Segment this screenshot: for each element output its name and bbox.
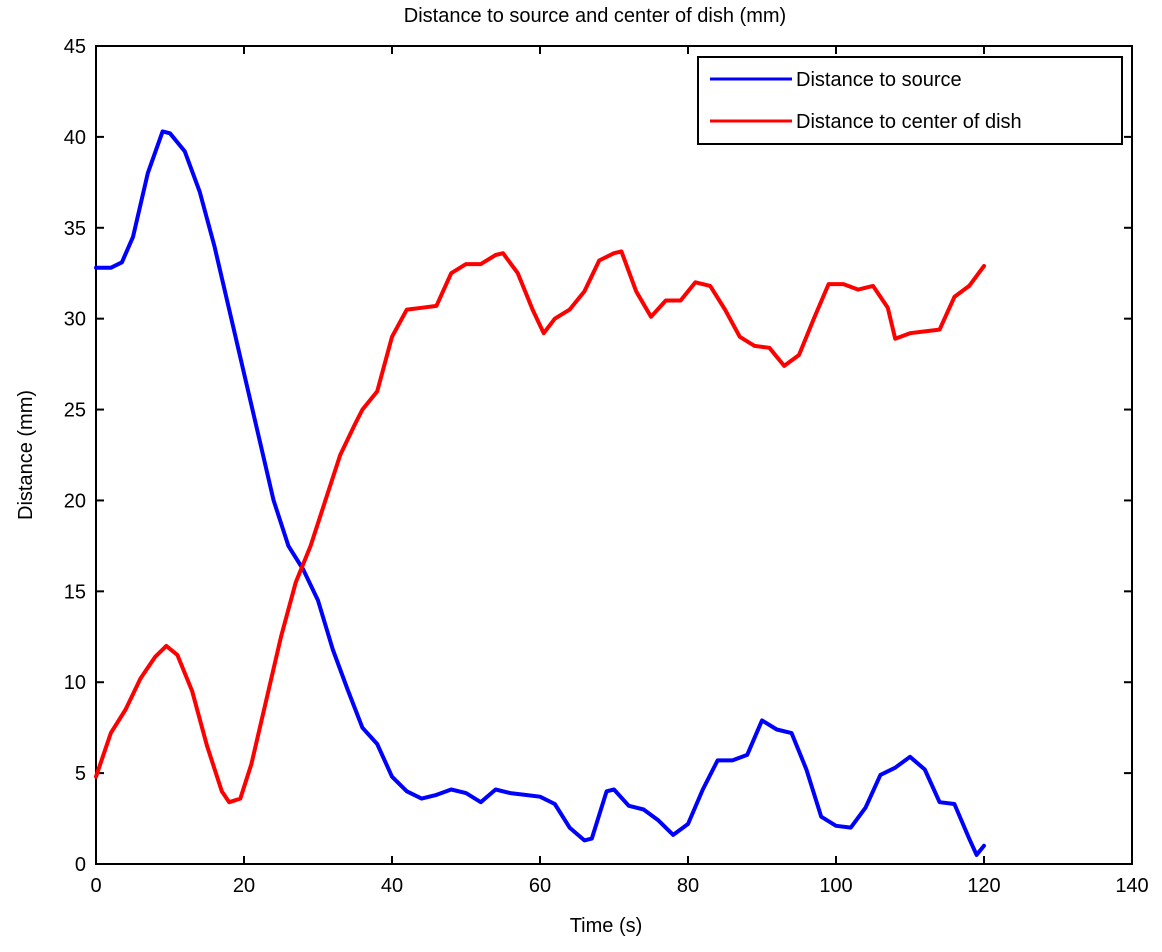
- legend-label-distance-to-center-of-dish: Distance to center of dish: [796, 111, 1022, 133]
- y-axis-label: Distance (mm): [15, 390, 37, 520]
- y-tick-label: 5: [75, 763, 86, 785]
- legend: Distance to source Distance to center of…: [697, 56, 1123, 145]
- x-axis-label: Time (s): [570, 915, 643, 937]
- y-tick-label: 35: [64, 218, 86, 240]
- x-tick-label: 20: [233, 875, 255, 897]
- x-tick-label: 100: [819, 875, 852, 897]
- x-tick-label: 120: [967, 875, 1000, 897]
- y-tick-label: 30: [64, 309, 86, 331]
- legend-label-distance-to-source: Distance to source: [796, 69, 962, 91]
- chart-title: Distance to source and center of dish (m…: [404, 5, 786, 27]
- y-tick-label: 40: [64, 127, 86, 149]
- x-tick-label: 40: [381, 875, 403, 897]
- x-tick-label: 60: [529, 875, 551, 897]
- y-tick-label: 20: [64, 490, 86, 512]
- series-layer: [94, 129, 986, 857]
- axis-ticks: [95, 45, 1133, 865]
- legend-box: [697, 56, 1123, 145]
- x-tick-label: 140: [1115, 875, 1148, 897]
- y-tick-label: 10: [64, 672, 86, 694]
- y-tick-label: 0: [75, 854, 86, 876]
- series-line-distance-to-center-of-dish: [94, 249, 986, 805]
- tick-labels: 0 20 40 60 80 100 120 140 0 5 10 15 20 25 30 35 40 45: [64, 36, 1149, 897]
- y-tick-label: 15: [64, 581, 86, 603]
- series-line-distance-to-source: [94, 129, 986, 857]
- y-tick-label: 45: [64, 36, 86, 58]
- y-tick-label: 25: [64, 400, 86, 422]
- x-tick-label: 80: [677, 875, 699, 897]
- plot-area: [95, 45, 1133, 865]
- x-tick-label: 0: [90, 875, 101, 897]
